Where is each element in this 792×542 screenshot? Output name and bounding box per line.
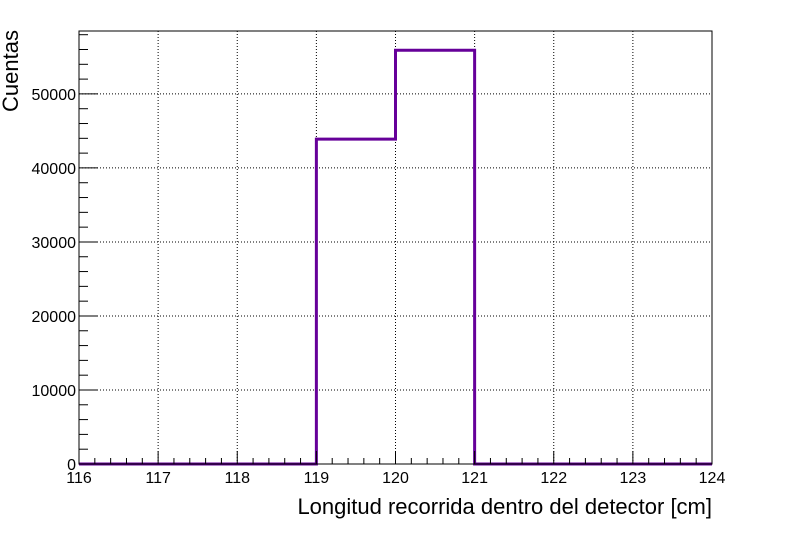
x-tick-label: 124	[699, 470, 726, 487]
histogram-series	[79, 48, 712, 466]
x-tick-label: 117	[145, 470, 171, 487]
histogram-bin	[316, 139, 395, 464]
y-tick-label: 40000	[32, 161, 77, 178]
x-tick-label: 122	[540, 470, 567, 487]
x-tick-label: 119	[304, 470, 330, 487]
histogram-bin	[396, 50, 475, 464]
x-tick-label: 116	[66, 470, 92, 487]
y-tick-label: 20000	[32, 309, 77, 326]
y-axis-title: Cuentas	[0, 30, 23, 112]
x-tick-label: 118	[224, 470, 250, 487]
y-tick-label: 0	[67, 457, 76, 474]
x-axis-title: Longitud recorrida dentro del detector […	[297, 494, 712, 519]
histogram-outline	[79, 48, 712, 466]
x-tick-label: 120	[382, 470, 409, 487]
y-tick-label: 30000	[32, 235, 77, 252]
y-axis: 0 10000 20000 30000 40000 50000	[32, 34, 98, 474]
y-tick-label: 10000	[32, 383, 77, 400]
x-tick-label: 123	[620, 470, 647, 487]
x-axis: 116 117 118 119 120 121 122 123 124	[66, 451, 725, 487]
x-tick-label: 121	[461, 470, 488, 487]
y-tick-label: 50000	[32, 87, 77, 104]
